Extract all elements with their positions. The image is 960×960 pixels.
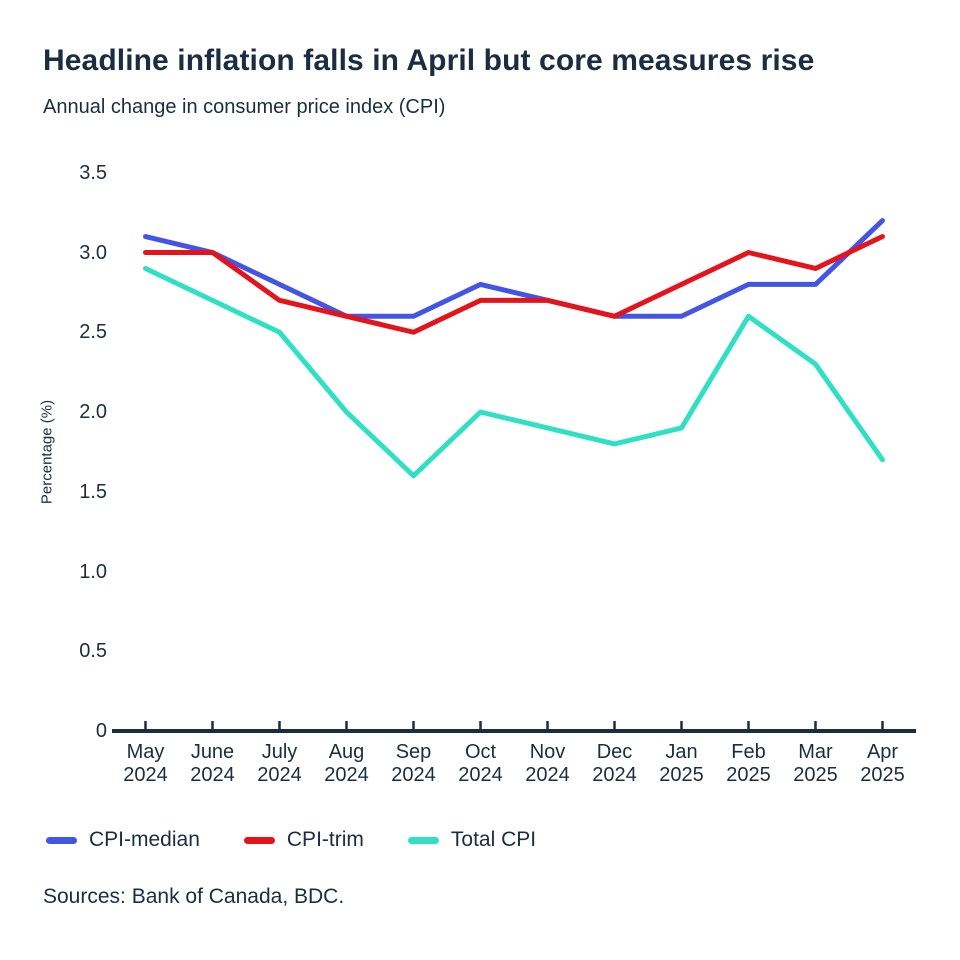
x-tick-year: 2025 xyxy=(726,764,771,786)
x-tick-label: Sep 2024 xyxy=(369,741,459,787)
x-tick-month: Nov xyxy=(529,741,566,763)
x-tick-year: 2024 xyxy=(123,764,168,786)
x-tick-year: 2025 xyxy=(659,764,704,786)
sources-note: Sources: Bank of Canada, BDC. xyxy=(43,885,345,908)
x-tick-month: July xyxy=(261,741,298,763)
legend-item-cpi-median: CPI-median xyxy=(46,828,200,852)
y-tick-label: 2.5 xyxy=(79,321,107,344)
x-tick-month: Aug xyxy=(328,741,365,763)
series-line-cpi-trim xyxy=(143,234,885,335)
x-tick-year: 2024 xyxy=(458,764,503,786)
x-tick-label: Dec 2024 xyxy=(570,741,660,787)
x-tick-label: Jan 2025 xyxy=(637,741,727,787)
chart-legend: CPI-median CPI-trim Total CPI xyxy=(46,828,536,852)
x-tick-month: June xyxy=(190,741,235,763)
x-tick-month: Oct xyxy=(464,741,497,763)
x-tick-year: 2024 xyxy=(592,764,637,786)
x-tick-year: 2024 xyxy=(257,764,302,786)
x-tick-label: June 2024 xyxy=(168,741,258,787)
x-tick-label: Aug 2024 xyxy=(302,741,392,787)
x-tick-label: Feb 2025 xyxy=(704,741,794,787)
x-tick-month: Sep xyxy=(395,741,432,763)
legend-swatch-cpi-median xyxy=(46,836,77,844)
x-tick-label: Apr 2025 xyxy=(838,741,928,787)
legend-label-cpi-median: CPI-median xyxy=(89,828,200,851)
x-tick-year: 2024 xyxy=(525,764,570,786)
legend-swatch-total-cpi xyxy=(407,836,439,844)
legend-item-total-cpi: Total CPI xyxy=(407,828,537,852)
x-tick-month: Mar xyxy=(798,741,833,763)
x-tick-label: July 2024 xyxy=(235,741,325,787)
x-tick-month: Apr xyxy=(866,741,899,763)
y-tick-label: 0.5 xyxy=(79,640,107,663)
y-tick-label: 0 xyxy=(95,720,107,742)
x-tick-month: May xyxy=(126,741,165,763)
series-line-cpi-median xyxy=(143,218,885,319)
x-tick-month: Feb xyxy=(731,741,766,763)
series-line-total-cpi xyxy=(143,265,885,479)
chart-title: Headline inflation falls in April but co… xyxy=(43,44,815,77)
legend-swatch-cpi-trim xyxy=(243,836,275,844)
y-tick-label: 2.0 xyxy=(79,401,107,423)
chart-subtitle: Annual change in consumer price index (C… xyxy=(43,96,446,118)
x-tick-year: 2025 xyxy=(793,764,838,786)
legend-label-cpi-trim: CPI-trim xyxy=(286,828,364,851)
y-tick-label: 1.0 xyxy=(79,560,107,583)
x-tick-label: Mar 2025 xyxy=(771,741,861,787)
x-tick-label: May 2024 xyxy=(101,741,191,787)
legend-item-cpi-trim: CPI-trim xyxy=(243,828,364,852)
y-tick-label: 3.5 xyxy=(79,161,107,184)
legend-label-total-cpi: Total CPI xyxy=(450,828,537,851)
x-tick-month: Jan xyxy=(665,741,698,763)
x-tick-year: 2024 xyxy=(190,764,235,786)
y-tick-label: 3.0 xyxy=(79,241,107,264)
x-tick-label: Nov 2024 xyxy=(503,741,593,787)
x-tick-month: Dec xyxy=(596,741,633,763)
x-tick-year: 2024 xyxy=(391,764,436,786)
x-tick-label: Oct 2024 xyxy=(436,741,526,787)
x-tick-year: 2025 xyxy=(860,764,905,786)
y-tick-label: 1.5 xyxy=(79,480,107,503)
x-tick-year: 2024 xyxy=(324,764,369,786)
